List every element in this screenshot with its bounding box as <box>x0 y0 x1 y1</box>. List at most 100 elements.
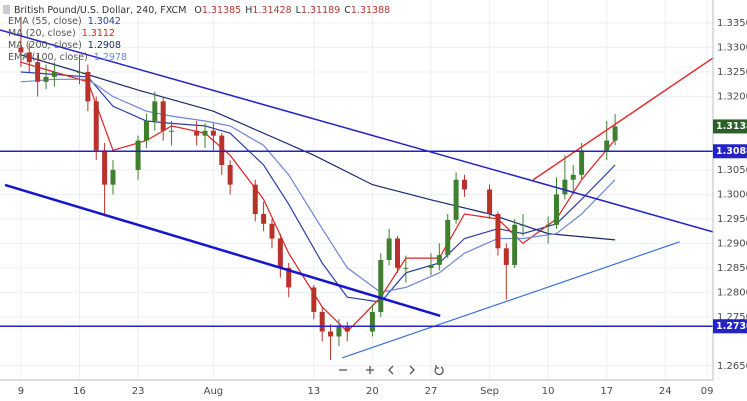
candle-body <box>43 76 49 82</box>
x-tick-label: 20 <box>366 386 379 397</box>
indicator-legend-row: EMA (55, close) 1.3042 <box>8 16 121 27</box>
candle-body <box>311 287 317 312</box>
x-tick-label: 9 <box>18 386 24 397</box>
y-tick-label: 1.33500 <box>717 18 747 29</box>
candle-body <box>261 213 267 224</box>
scroll-left-button[interactable] <box>388 365 394 375</box>
legend: British Pound/U.S. Dollar, 240, FXCM O1.3… <box>3 5 390 63</box>
scroll-right-button[interactable] <box>409 365 415 375</box>
candle-body <box>344 326 350 332</box>
axes: 1.26500 1.27500 1.28000 1.28500 1.29000 1.295… <box>18 18 747 397</box>
price-label-box <box>713 144 747 159</box>
candle-body <box>77 71 83 73</box>
candle-body <box>51 71 57 77</box>
candle-body <box>461 179 467 190</box>
ohlc-value: 1.31428 <box>252 5 291 16</box>
price-label: 1.27307 <box>716 321 747 332</box>
moving-average-line <box>20 54 616 241</box>
ohlc-value: 1.31189 <box>301 5 340 16</box>
candle-body <box>562 179 568 195</box>
y-tick-label: 1.27500 <box>717 312 747 323</box>
y-tick-label: 1.33000 <box>717 43 747 54</box>
candle-body <box>269 223 275 239</box>
trendline <box>0 29 713 233</box>
price-label-box <box>713 319 747 334</box>
candle-body <box>194 130 200 136</box>
candle-body <box>169 130 175 132</box>
price-label: 1.31388 <box>716 121 747 132</box>
legend-symbol-icon <box>3 5 10 14</box>
indicator-name: EMA (100, close) <box>8 52 88 63</box>
candle-body <box>328 331 334 337</box>
candle-body <box>503 248 509 265</box>
y-tick-label: 1.29500 <box>717 214 747 225</box>
ohlc-label: C <box>344 5 351 16</box>
trendline <box>4 183 441 318</box>
candle-body <box>202 130 208 136</box>
price-label-box <box>713 119 747 134</box>
candle-body <box>453 179 459 220</box>
candle-body <box>336 326 342 337</box>
ohlc-value: 1.31385 <box>202 5 241 16</box>
x-tick-label: 10 <box>542 386 555 397</box>
candle-body <box>495 213 501 249</box>
indicator-value: 1.2978 <box>94 52 127 63</box>
candle-body <box>93 101 99 151</box>
candle-body <box>160 101 166 131</box>
trendline <box>342 241 680 359</box>
candle-body <box>604 140 610 151</box>
legend-title-row: British Pound/U.S. Dollar, 240, FXCM O1.3… <box>14 5 390 16</box>
x-tick-label: 16 <box>73 386 86 397</box>
candle-body <box>319 311 325 332</box>
candle-body <box>286 267 292 288</box>
y-tick-label: 1.30000 <box>717 189 747 200</box>
ohlc-label: H <box>245 5 252 16</box>
indicator-legend-row: MA (20, close) 1.3112 <box>8 28 115 39</box>
candle-body <box>143 120 149 141</box>
zoom-in-button[interactable] <box>366 366 374 374</box>
ohlc-label: L <box>296 5 302 16</box>
candle-body <box>35 62 41 82</box>
candle-body <box>487 189 493 214</box>
y-tick-label: 1.26500 <box>717 361 747 372</box>
x-tick-label: 17 <box>600 386 613 397</box>
candle-body <box>403 267 409 269</box>
x-tick-label: 09 <box>701 386 714 397</box>
y-tick-label: 1.29000 <box>717 238 747 249</box>
candle-body <box>369 311 375 332</box>
y-tick-label: 1.30500 <box>717 165 747 176</box>
candle-body <box>219 135 225 166</box>
candle-body <box>395 238 401 268</box>
candle-body <box>110 169 116 185</box>
candle-body <box>386 238 392 261</box>
candle-body <box>554 194 560 225</box>
reset-button[interactable] <box>434 365 444 376</box>
nav-buttons <box>339 365 444 376</box>
candle-body <box>436 255 442 265</box>
y-tick-label: 1.32500 <box>717 67 747 78</box>
indicator-name: MA (20, close) <box>8 28 76 39</box>
y-tick-label: 1.28500 <box>717 263 747 274</box>
candle-body <box>135 140 141 170</box>
indicator-name: MA (200, close) <box>8 40 82 51</box>
x-tick-label: 13 <box>307 386 320 397</box>
symbol-title: British Pound/U.S. Dollar, 240, FXCM <box>14 5 186 16</box>
ohlc-value: 1.31388 <box>351 5 390 16</box>
candle-body <box>520 224 526 226</box>
trendline <box>532 57 713 181</box>
indicator-legend-row: MA (200, close) 1.2908 <box>8 40 121 51</box>
indicator-name: EMA (55, close) <box>8 16 82 27</box>
candle-body <box>18 47 24 53</box>
candle-body <box>570 174 576 180</box>
candle-body <box>428 264 434 268</box>
x-tick-label: Sep <box>480 386 499 397</box>
candle-body <box>85 71 91 102</box>
candle-body <box>445 219 451 256</box>
plot-area <box>0 17 713 360</box>
candle-body <box>512 224 518 265</box>
candle-body <box>102 150 108 185</box>
candle-body <box>277 238 283 268</box>
